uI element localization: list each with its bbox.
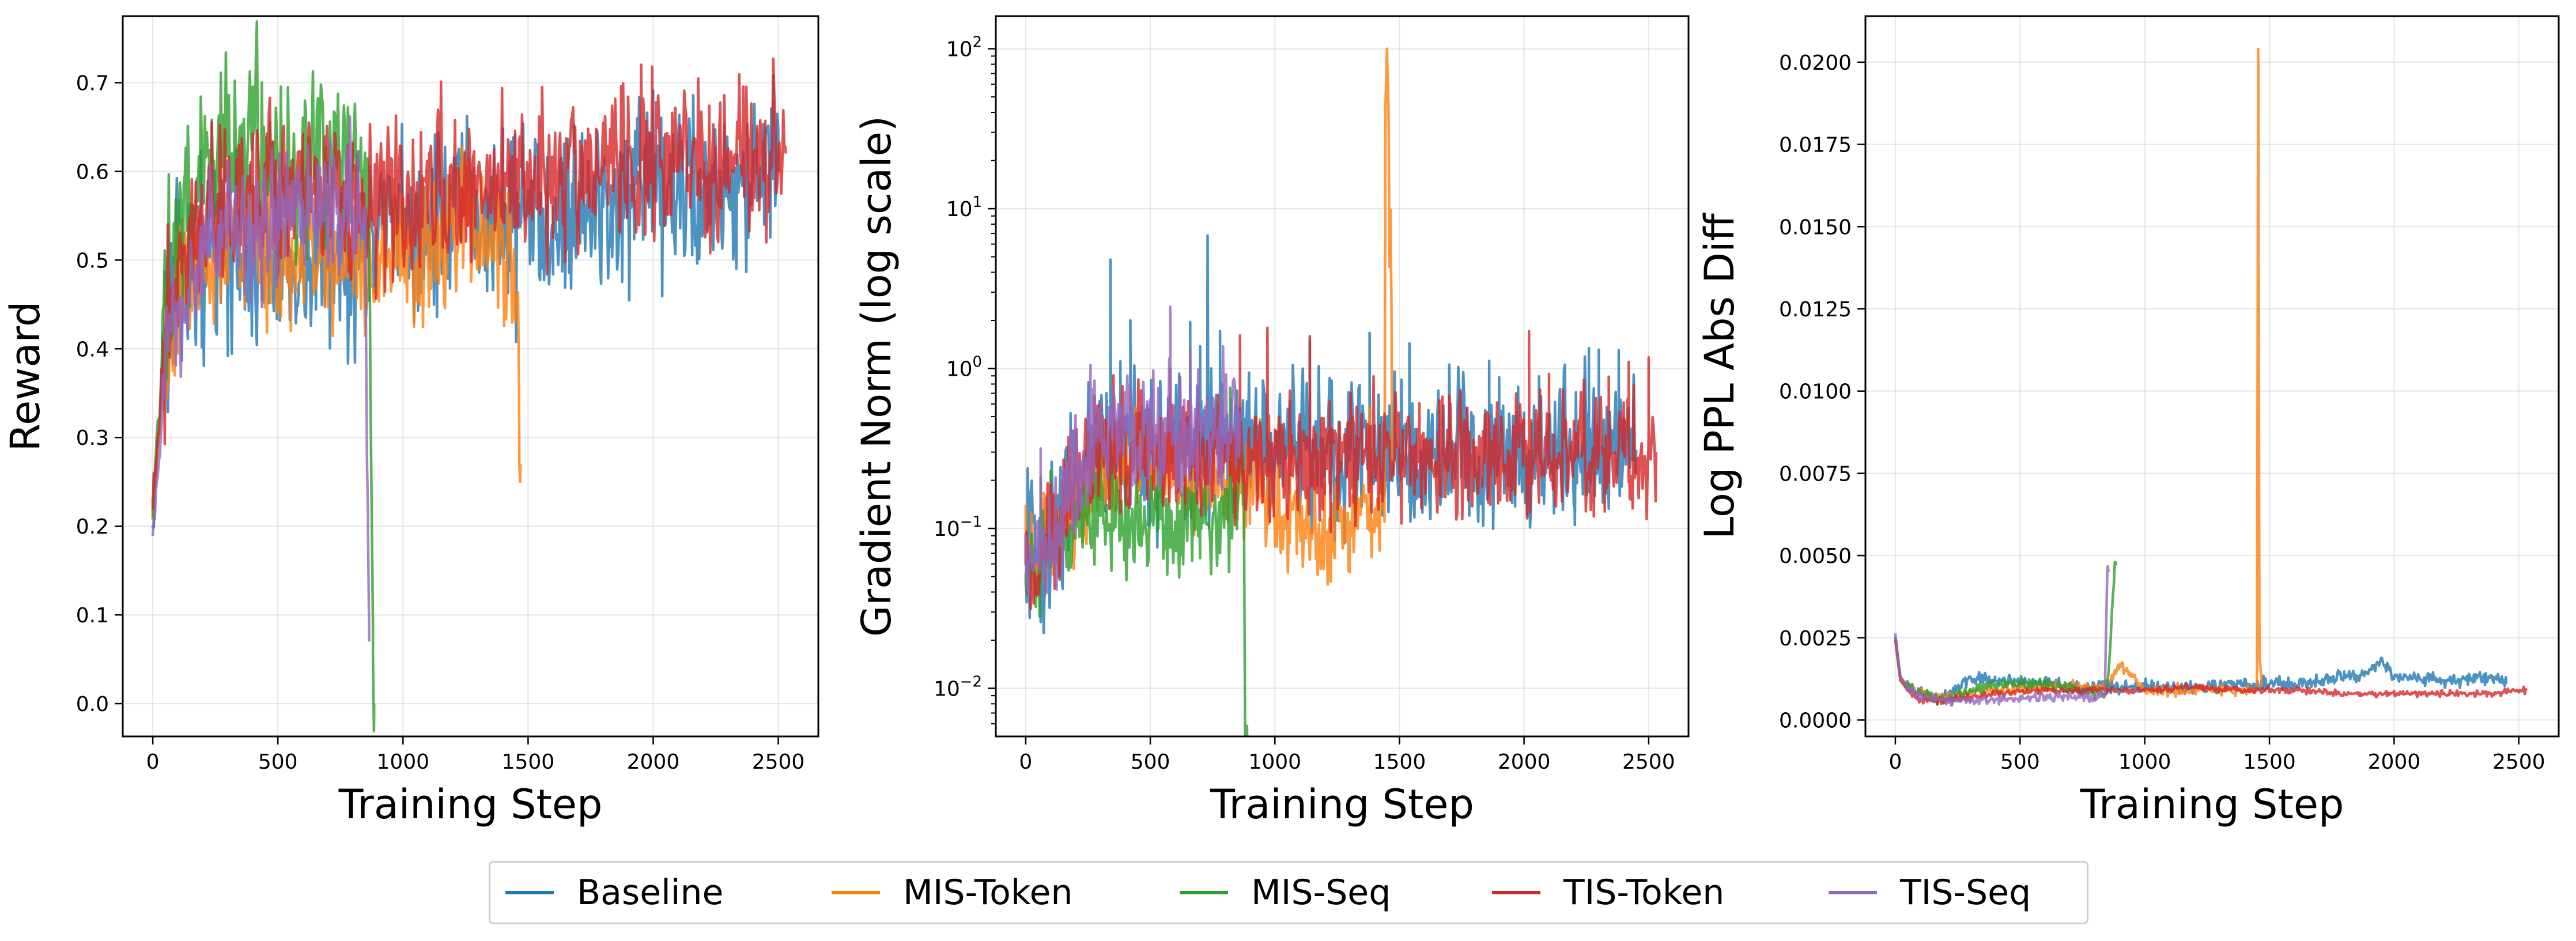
y-tick-label: 10−2	[934, 673, 982, 701]
y-tick-label: 102	[946, 34, 982, 62]
plot-frame	[995, 15, 1690, 738]
plot-frame	[1864, 15, 2560, 738]
x-tick-label: 1000	[1248, 750, 1301, 774]
x-tick-label: 1500	[1373, 750, 1426, 774]
chart-panel-3: 0 500 1000 1500 2000 2500 0.0000 0.0025 0.0050 0.…	[1696, 15, 2560, 828]
y-axis-label: Reward	[2, 301, 49, 452]
plot-frame	[122, 15, 819, 738]
y-tick-label: 0.3	[76, 426, 109, 450]
x-tick-label: 500	[1131, 750, 1170, 774]
x-tick-label: 1000	[2118, 750, 2171, 774]
y-tick-label: 0.6	[76, 160, 109, 184]
chart-panel-2: 0 500 1000 1500 2000 2500 10−2 10−1 100 101 102 Tra…	[853, 15, 1690, 828]
x-tick-label: 500	[2000, 750, 2040, 774]
series-line-mis-token	[1894, 47, 2264, 704]
y-tick-label: 0.5	[76, 249, 109, 273]
series-line-tis-seq	[1894, 565, 2110, 707]
x-tick-label: 2500	[752, 750, 805, 774]
y-tick-label: 0.7	[76, 71, 109, 95]
series-group	[1894, 47, 2528, 707]
legend: Baseline MIS-Token MIS-Seq TIS-Token TIS…	[489, 861, 2088, 924]
legend-label-baseline: Baseline	[577, 872, 724, 913]
series-line-baseline	[1894, 636, 2508, 702]
y-tick-label: 0.0000	[1779, 709, 1852, 732]
x-axis-label: Training Step	[2080, 781, 2344, 828]
x-tick-label: 2500	[1622, 750, 1675, 774]
x-axis-label: Training Step	[338, 781, 603, 828]
y-tick-label: 0.0	[76, 693, 109, 716]
legend-label-mis-seq: MIS-Seq	[1251, 872, 1391, 913]
y-tick-label: 0.4	[76, 338, 109, 361]
x-tick-label: 1500	[502, 750, 555, 774]
x-tick-label: 2000	[2368, 750, 2421, 774]
x-tick-label: 0	[1019, 750, 1032, 774]
series-line-tis-token	[1024, 326, 1658, 610]
y-tick-label: 0.0150	[1779, 216, 1852, 239]
y-tick-label: 0.2	[76, 515, 109, 539]
legend-item-baseline: Baseline	[505, 863, 723, 923]
series-line-tis-seq	[151, 115, 371, 642]
legend-swatch-baseline	[505, 891, 554, 894]
legend-item-mis-token: MIS-Token	[832, 863, 1072, 923]
x-tick-label: 2500	[2492, 750, 2545, 774]
series-line-tis-token	[1894, 640, 2528, 706]
y-tick-label: 0.0025	[1779, 627, 1852, 651]
legend-label-tis-token: TIS-Token	[1563, 872, 1725, 913]
legend-label-mis-token: MIS-Token	[903, 872, 1073, 913]
y-axis-label: Log PPL Abs Diff	[1696, 212, 1743, 539]
legend-swatch-tis-token	[1492, 891, 1540, 894]
x-tick-label: 2000	[1498, 750, 1551, 774]
legend-item-mis-seq: MIS-Seq	[1180, 863, 1391, 923]
series-line-mis-token	[151, 146, 522, 520]
legend-swatch-tis-seq	[1829, 891, 1877, 894]
x-tick-label: 1500	[2243, 750, 2296, 774]
y-tick-label: 0.0125	[1779, 298, 1852, 322]
y-tick-label: 101	[946, 194, 982, 221]
legend-label-tis-seq: TIS-Seq	[1900, 872, 2031, 913]
x-tick-label: 1000	[376, 750, 429, 774]
y-tick-label: 0.0175	[1779, 134, 1852, 157]
series-line-mis-seq	[1894, 561, 2118, 706]
y-tick-label: 0.0200	[1779, 51, 1852, 75]
y-tick-label: 0.0075	[1779, 462, 1852, 486]
y-tick-label: 100	[946, 354, 982, 381]
series-group	[1024, 47, 1658, 736]
y-tick-label: 10−1	[934, 513, 982, 541]
y-tick-label: 0.1	[76, 604, 109, 628]
series-group	[151, 20, 787, 733]
y-axis-label: Gradient Norm (log scale)	[853, 116, 900, 637]
legend-item-tis-token: TIS-Token	[1492, 863, 1724, 923]
x-tick-label: 500	[258, 750, 298, 774]
legend-swatch-mis-token	[832, 891, 880, 894]
x-tick-label: 0	[146, 750, 160, 774]
chart-panel-1: 0 500 1000 1500 2000 2500 0.0 0.1 0.2 0.3 0.4 0.5 0.…	[2, 15, 819, 828]
y-tick-label: 0.0100	[1779, 380, 1852, 404]
x-tick-label: 0	[1888, 750, 1902, 774]
series-line-mis-seq	[151, 20, 376, 733]
y-tick-label: 0.0050	[1779, 545, 1852, 568]
series-line-tis-seq	[1024, 305, 1241, 599]
legend-item-tis-seq: TIS-Seq	[1829, 863, 2031, 923]
legend-swatch-mis-seq	[1180, 891, 1228, 894]
x-tick-label: 2000	[627, 750, 680, 774]
x-axis-label: Training Step	[1210, 781, 1474, 828]
